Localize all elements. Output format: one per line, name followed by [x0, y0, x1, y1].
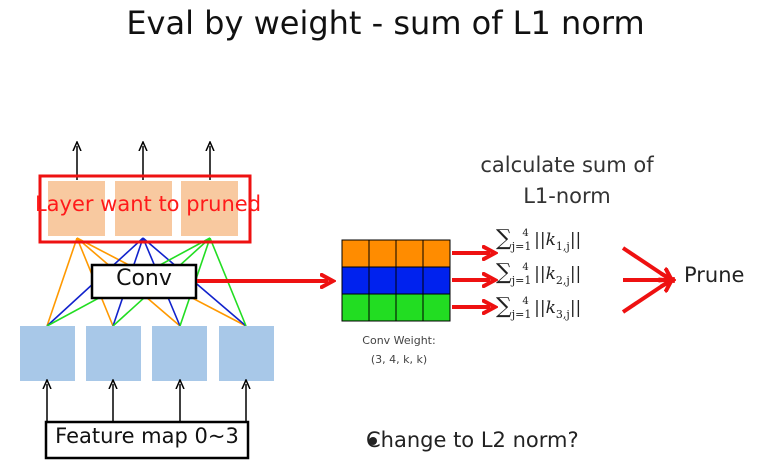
- calc-caption: calculate sum of L1-norm: [452, 150, 682, 212]
- weight-cell-r1-c3: [395, 239, 424, 268]
- formula-row-1: ∑j=14 ||k1,j||: [496, 226, 582, 253]
- weight-cell-r3-c4: [422, 293, 451, 322]
- formula-1-sum-sup: 4: [522, 228, 529, 239]
- conv-weight-grid: [341, 239, 451, 322]
- weight-cell-r2-c1: [341, 266, 370, 295]
- formula-2-k-sub: 2,j: [555, 274, 570, 287]
- feature-node-3: [152, 326, 207, 381]
- pruned-layer-box: [38, 174, 252, 244]
- feature-node-2: [86, 326, 141, 381]
- weight-cell-r1-c1: [341, 239, 370, 268]
- calc-line-1: calculate sum of: [480, 153, 654, 177]
- feature-node-1: [20, 326, 75, 381]
- top-node-1: [48, 181, 105, 236]
- formula-row-2: ∑j=14 ||k2,j||: [496, 260, 582, 287]
- top-node-3: [181, 181, 238, 236]
- feature-node-4: [219, 326, 274, 381]
- weight-cell-r3-c3: [395, 293, 424, 322]
- prune-label: Prune: [684, 263, 745, 287]
- conv-weight-line-2: (3, 4, k, k): [370, 353, 428, 366]
- bullet-dot: [369, 437, 377, 445]
- formula-1-sum-sub: j=1: [511, 240, 532, 253]
- weight-cell-r3-c1: [341, 293, 370, 322]
- formula-2-sum-sup: 4: [522, 262, 529, 273]
- formula-row-3: ∑j=14 ||k3,j||: [496, 294, 582, 321]
- formula-3-sum-sub: j=1: [511, 308, 532, 321]
- weight-cell-r2-c4: [422, 266, 451, 295]
- weight-cell-r2-c2: [368, 266, 397, 295]
- feature-map-box: [44, 420, 250, 460]
- page-title: Eval by weight - sum of L1 norm: [126, 4, 645, 42]
- top-node-2: [115, 181, 172, 236]
- formula-3-k-sub: 3,j: [555, 308, 570, 321]
- output-arrows: [77, 146, 210, 180]
- weight-cell-r1-c4: [422, 239, 451, 268]
- prune-arrows: [621, 246, 668, 314]
- conv-weight-line-1: Conv Weight:: [362, 334, 436, 347]
- conv-weight-caption: Conv Weight: (3, 4, k, k): [344, 331, 454, 369]
- conv-label: Conv: [116, 266, 172, 291]
- formula-1-k-sub: 1,j: [555, 240, 570, 253]
- input-arrows: [47, 384, 246, 422]
- bullet-text: Change to L2 norm?: [366, 428, 579, 452]
- feature-map-label: Feature map 0~3: [55, 424, 239, 448]
- weight-cell-r2-c3: [395, 266, 424, 295]
- calc-line-2: L1-norm: [523, 184, 611, 208]
- formula-2-sum-sub: j=1: [511, 274, 532, 287]
- weight-cell-r1-c2: [368, 239, 397, 268]
- conv-box: [90, 263, 198, 300]
- formula-3-sum-sup: 4: [522, 296, 529, 307]
- pruned-layer-label: Layer want to pruned: [34, 192, 262, 216]
- weight-cell-r3-c2: [368, 293, 397, 322]
